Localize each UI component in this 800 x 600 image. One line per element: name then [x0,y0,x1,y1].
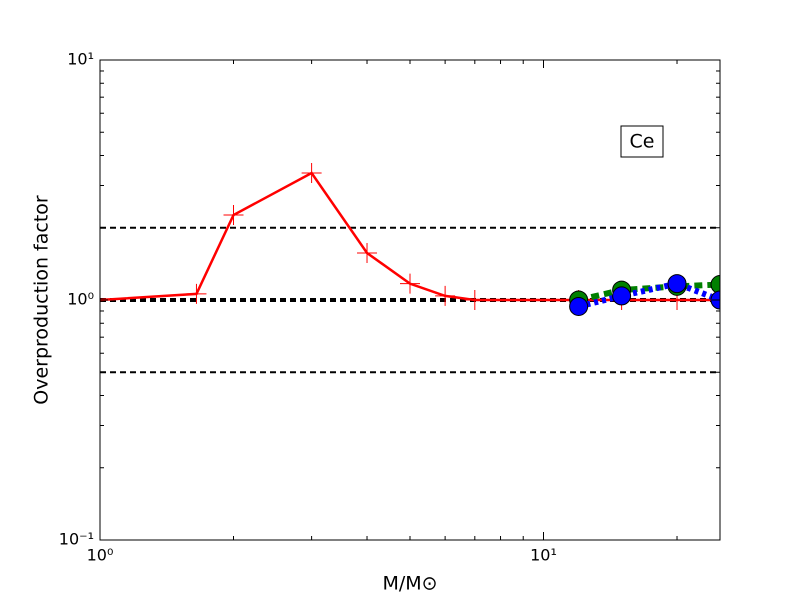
plot-area [100,163,720,316]
y-tick-label: 10¹ [67,50,94,69]
data-point [357,242,378,263]
data-point [435,285,456,306]
x-tick-label: 10¹ [530,546,557,565]
series-line [577,280,720,310]
data-point [667,274,687,294]
data-point [612,286,632,306]
data-point [464,290,485,310]
data-point [569,296,589,316]
y-axis-label: Overproduction factor [31,195,53,405]
data-point [223,205,244,226]
annotation: Ce [630,131,655,153]
x-axis-label: M/M⊙ [382,573,437,595]
y-tick-label: 10⁻¹ [59,530,94,549]
data-point [301,163,322,184]
annotation-box [620,125,664,158]
data-point [400,273,420,294]
x-tick-label: 10⁰ [87,546,114,565]
data-point [710,275,720,295]
data-point [186,283,207,304]
y-tick-label: 10⁰ [67,290,94,309]
